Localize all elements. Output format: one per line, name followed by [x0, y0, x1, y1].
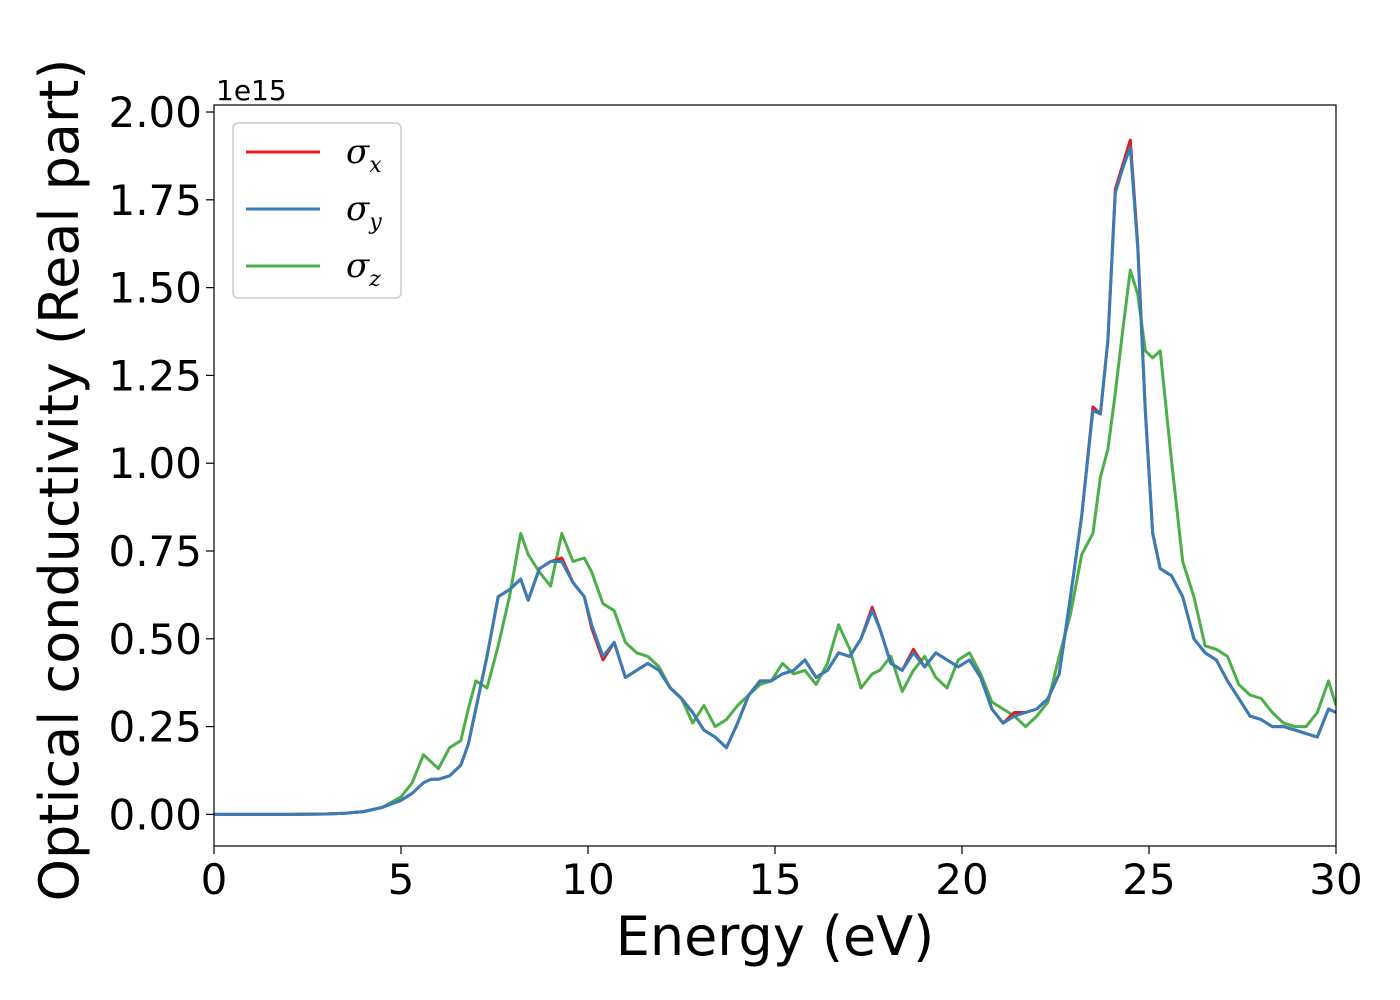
y-tick-label: 2.00: [108, 88, 202, 137]
series-line-y: [214, 145, 1336, 816]
x-tick-label: 20: [935, 855, 988, 904]
series-layer: [214, 138, 1336, 816]
series-line-z: [214, 268, 1336, 816]
x-tick-label: 10: [561, 855, 614, 904]
y-offset-label: 1e15: [216, 74, 287, 107]
y-axis: 0.00 0.25 0.50 0.75 1.00 1.25 1.50 1.75 2.00: [108, 88, 214, 839]
x-tick-label: 0: [201, 855, 228, 904]
x-tick-label: 30: [1309, 855, 1362, 904]
x-tick-label: 25: [1122, 855, 1175, 904]
y-axis-title: Optical conductivity (Real part): [28, 59, 91, 902]
y-tick-label: 0.00: [108, 790, 202, 839]
x-tick-label: 5: [388, 855, 415, 904]
legend-label-x: σx: [346, 132, 382, 178]
y-tick-label: 0.75: [108, 527, 202, 576]
y-tick-label: 1.50: [108, 264, 202, 313]
x-axis-title: Energy (eV): [616, 905, 935, 968]
y-tick-label: 1.75: [108, 176, 202, 225]
y-tick-label: 0.50: [108, 615, 202, 664]
legend-label-z: σz: [346, 246, 381, 292]
y-tick-label: 1.00: [108, 439, 202, 488]
y-tick-label: 1.25: [108, 351, 202, 400]
legend-label-y: σy: [346, 189, 382, 235]
legend: σx σy σz: [232, 122, 402, 299]
y-tick-label: 0.25: [108, 703, 202, 752]
x-axis: 0 5 10 15 20 25 30: [201, 846, 1363, 904]
x-tick-label: 15: [748, 855, 801, 904]
